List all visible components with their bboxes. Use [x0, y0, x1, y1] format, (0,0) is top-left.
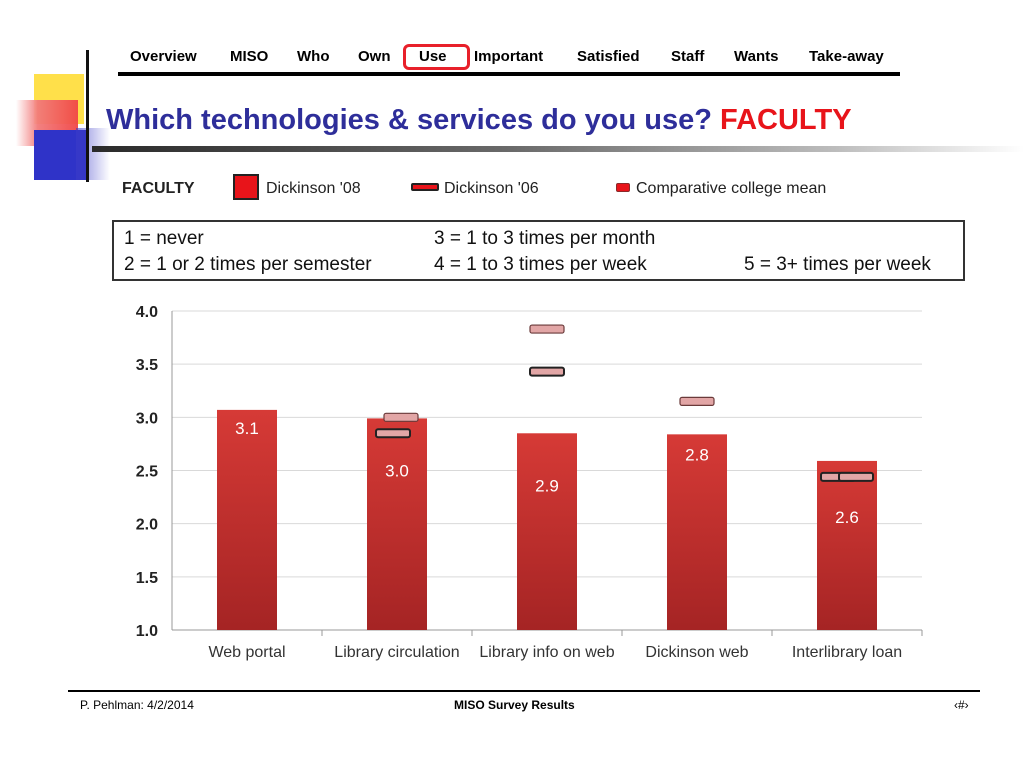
bar: [367, 418, 427, 630]
red-square-icon: [233, 174, 259, 200]
nav-item-satisfied[interactable]: Satisfied: [577, 48, 640, 65]
x-category-label: Dickinson web: [645, 644, 748, 661]
nav-item-wants[interactable]: Wants: [734, 48, 779, 65]
nav-item-take-away[interactable]: Take-away: [809, 48, 884, 65]
nav-item-overview[interactable]: Overview: [130, 48, 197, 65]
scale-text: 1 = never: [124, 228, 204, 249]
page-title-main: Which technologies & services do you use…: [106, 104, 712, 136]
nav-item-use[interactable]: Use: [419, 48, 447, 65]
legend-item-label: Dickinson '06: [444, 180, 539, 197]
x-category-label: Interlibrary loan: [792, 644, 902, 661]
top-nav: Overview MISO Who Own Use Important Satisfied S…: [118, 44, 900, 76]
data-label: 3.0: [385, 461, 409, 480]
footer-page-number: ‹#›: [954, 698, 969, 712]
marker-college-mean: [838, 471, 874, 482]
marker-college-mean: [679, 396, 715, 406]
x-category-label: Library circulation: [334, 644, 459, 661]
marker-college-mean: [383, 412, 419, 422]
data-label: 2.8: [685, 445, 709, 464]
legend-item-label: Comparative college mean: [636, 180, 827, 197]
legend-item-label: Dickinson '08: [266, 180, 361, 197]
y-tick-label: 3.5: [136, 357, 158, 374]
y-tick-label: 2.0: [136, 517, 158, 534]
nav-item-staff[interactable]: Staff: [671, 48, 705, 65]
y-tick-label: 2.5: [136, 464, 158, 481]
legend-group-label: FACULTY: [122, 180, 195, 197]
bar: [667, 434, 727, 630]
marker-college-mean: [529, 324, 565, 334]
dark-dash-icon: [411, 183, 439, 191]
bar: [517, 433, 577, 630]
scale-text: 3 = 1 to 3 times per month: [434, 228, 656, 249]
data-label: 2.6: [835, 508, 859, 527]
x-category-label: Web portal: [208, 644, 285, 661]
footer-divider: [68, 690, 980, 692]
y-tick-label: 4.0: [136, 304, 158, 321]
pink-dash-icon: [616, 183, 630, 192]
page-title: Which technologies & services do you use…: [106, 104, 852, 137]
vertical-divider: [86, 50, 89, 182]
nav-item-own[interactable]: Own: [358, 48, 391, 65]
nav-items: Overview MISO Who Own Use Important Satisfied S…: [118, 48, 900, 70]
title-underline: [92, 146, 1024, 152]
marker-dickinson-06: [529, 366, 565, 377]
scale-text: 5 = 3+ times per week: [744, 254, 931, 275]
x-category-label: Library info on web: [479, 644, 614, 661]
y-tick-label: 1.0: [136, 623, 158, 640]
footer-title: MISO Survey Results: [454, 698, 575, 712]
scale-text: 2 = 1 or 2 times per semester: [124, 254, 372, 275]
nav-item-miso[interactable]: MISO: [230, 48, 269, 65]
scale-text: 4 = 1 to 3 times per week: [434, 254, 647, 275]
deco-fade-square: [76, 128, 110, 180]
bar: [217, 409, 277, 630]
nav-item-important[interactable]: Important: [474, 48, 544, 65]
footer-author-date: P. Pehlman: 4/2/2014: [80, 698, 194, 712]
data-label: 2.9: [535, 476, 559, 495]
nav-active-highlight: [403, 44, 470, 70]
nav-item-who[interactable]: Who: [297, 48, 330, 65]
scale-legend-box: 1 = never 3 = 1 to 3 times per month 2 =…: [112, 220, 965, 281]
bar-chart: 1.0 1.5 2.0 2.5 3.0 3.5 4.0 Web portal Library c…: [136, 304, 923, 661]
y-tick-label: 3.0: [136, 410, 158, 427]
marker-dickinson-06: [375, 428, 411, 439]
data-label: 3.1: [235, 419, 259, 438]
y-tick-label: 1.5: [136, 570, 158, 587]
bar: [817, 460, 877, 630]
page-title-accent: FACULTY: [719, 104, 852, 136]
chart-legend: FACULTY Dickinson '08 Dickinson '06 Comp…: [118, 170, 978, 210]
